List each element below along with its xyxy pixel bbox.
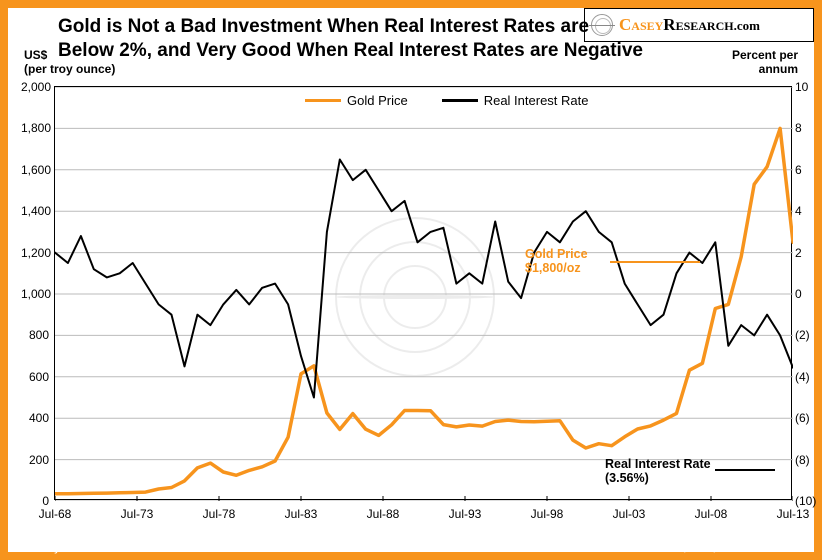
x-tick: Jul-98 — [531, 507, 564, 521]
chart-title-line1: Gold is Not a Bad Investment When Real I… — [58, 16, 589, 38]
annotation-rate: Real Interest Rate(3.56%) — [605, 457, 711, 485]
x-tick: Jul-03 — [613, 507, 646, 521]
yr-tick: (4) — [795, 370, 822, 384]
yr-tick: 6 — [795, 163, 822, 177]
x-tick: Jul-13 — [777, 507, 810, 521]
yl-tick: 1,000 — [21, 287, 49, 301]
yr-tick: (10) — [795, 494, 822, 508]
x-tick: Jul-68 — [39, 507, 72, 521]
left-axis-unit: US$(per troy ounce) — [24, 48, 115, 76]
x-tick: Jul-08 — [695, 507, 728, 521]
annotation-gold-pointer — [610, 261, 700, 263]
yl-tick: 0 — [21, 494, 49, 508]
right-axis-unit: Percent perannum — [732, 48, 798, 76]
legend: Gold Price Real Interest Rate — [305, 93, 588, 108]
x-tick: Jul-88 — [367, 507, 400, 521]
yl-tick: 1,400 — [21, 204, 49, 218]
x-tick: Jul-78 — [203, 507, 236, 521]
chart-title-line2: Below 2%, and Very Good When Real Intere… — [58, 40, 643, 62]
yr-tick: 0 — [795, 287, 822, 301]
legend-gold: Gold Price — [305, 93, 408, 108]
logo-text: CaseyResearch.com — [619, 15, 760, 35]
yr-tick: 10 — [795, 80, 822, 94]
footer-source: Source: London PM Fix, BLS, Federal Rese… — [558, 540, 808, 554]
x-tick: Jul-93 — [449, 507, 482, 521]
yl-tick: 400 — [21, 411, 49, 425]
yr-tick: (8) — [795, 453, 822, 467]
x-tick: Jul-83 — [285, 507, 318, 521]
yr-tick: (6) — [795, 411, 822, 425]
logo: CaseyResearch.com — [584, 8, 814, 42]
yl-tick: 1,600 — [21, 163, 49, 177]
annotation-gold: Gold Price$1,800/oz — [525, 247, 588, 275]
yl-tick: 1,800 — [21, 121, 49, 135]
footer-copyright: © Casey Research 2013 — [14, 540, 145, 554]
legend-rate: Real Interest Rate — [442, 93, 589, 108]
yr-tick: 8 — [795, 121, 822, 135]
yr-tick: (2) — [795, 328, 822, 342]
yl-tick: 1,200 — [21, 246, 49, 260]
x-tick: Jul-73 — [121, 507, 154, 521]
yl-tick: 200 — [21, 453, 49, 467]
yl-tick: 2,000 — [21, 80, 49, 94]
annotation-rate-pointer — [715, 469, 775, 471]
chart-plot-area: Gold Price Real Interest Rate Gold Price… — [54, 86, 792, 500]
yl-tick: 600 — [21, 370, 49, 384]
logo-icon — [591, 14, 613, 36]
chart-svg — [55, 87, 793, 501]
yr-tick: 2 — [795, 246, 822, 260]
yl-tick: 800 — [21, 328, 49, 342]
yr-tick: 4 — [795, 204, 822, 218]
